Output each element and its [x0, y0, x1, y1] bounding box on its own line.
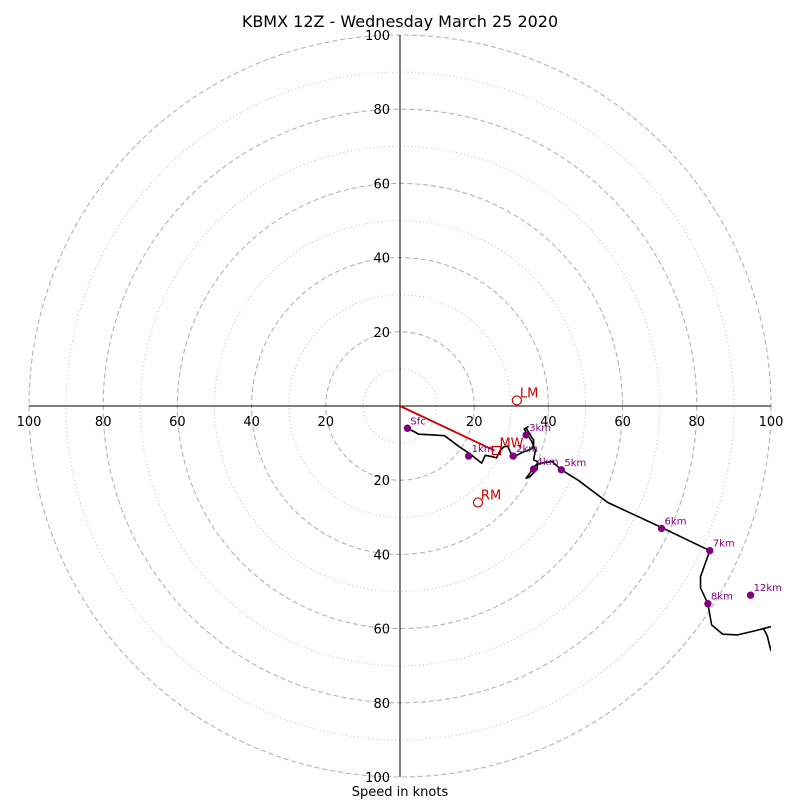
height-label-8km: 8km: [711, 592, 733, 603]
tick-label-bottom-40: 40: [373, 548, 390, 563]
tick-label-bottom-60: 60: [373, 623, 390, 638]
hodograph-trace: [407, 425, 771, 652]
tick-label-top-40: 40: [373, 252, 390, 267]
tick-label-left-40: 40: [243, 415, 260, 430]
storm-label-mw: MW: [499, 437, 523, 452]
height-label-4km: 4km: [537, 457, 559, 468]
tick-label-left-60: 60: [169, 415, 186, 430]
height-label-5km: 5km: [564, 458, 586, 469]
tick-label-top-20: 20: [373, 326, 390, 341]
tick-label-left-20: 20: [318, 415, 335, 430]
tick-label-bottom-80: 80: [373, 697, 390, 712]
height-label-7km: 7km: [713, 539, 735, 550]
tick-label-bottom-20: 20: [373, 474, 390, 489]
mean-wind-vector: [399, 405, 495, 452]
height-marker-5km: [557, 466, 566, 474]
tick-label-right-100: 100: [759, 415, 784, 430]
tick-label-right-60: 60: [614, 415, 631, 430]
tick-label-right-80: 80: [689, 415, 706, 430]
storm-label-lm: LM: [520, 386, 538, 401]
height-marker-12km: [746, 591, 755, 599]
tick-labels: 100 80 60 40 20 20 40 60 80 100 100 80 60 40 20 20 40 60 8…: [17, 29, 784, 786]
height-label-1km: 1km: [472, 444, 494, 455]
height-marker-4km: [529, 465, 538, 473]
tick-label-bottom-100: 100: [365, 771, 390, 786]
tick-label-left-100: 100: [17, 415, 42, 430]
storm-motion-layer: LM MW RM: [399, 386, 538, 508]
storm-point-mw: [491, 445, 502, 456]
height-label-12km: 12km: [754, 583, 782, 594]
height-marker-3km: [522, 431, 530, 439]
height-marker-8km: [704, 600, 712, 608]
height-label-3km: 3km: [529, 423, 551, 434]
height-label-6km: 6km: [665, 516, 687, 527]
height-marker-2km: [509, 452, 517, 460]
height-label-sfc: Sfc: [410, 416, 425, 427]
tick-label-top-80: 80: [373, 103, 390, 118]
height-markers: Sfc 1km 2km 3km 4km 5km 6km 7km 8km 12km: [403, 416, 782, 608]
tick-label-top-60: 60: [373, 177, 390, 192]
tick-label-right-20: 20: [466, 415, 483, 430]
height-marker-7km: [706, 546, 714, 555]
height-label-2km: 2km: [516, 444, 538, 455]
storm-point-lm: [511, 395, 522, 406]
storm-label-rm: RM: [481, 488, 501, 503]
tick-label-right-40: 40: [540, 415, 557, 430]
height-marker-6km: [657, 524, 666, 533]
storm-point-rm: [472, 497, 484, 508]
x-axis-label: Speed in knots: [352, 785, 449, 800]
height-marker-sfc: [403, 424, 412, 432]
chart-title: KBMX 12Z - Wednesday March 25 2020: [242, 12, 558, 31]
tick-label-top-100: 100: [365, 29, 390, 44]
height-marker-1km: [464, 452, 473, 460]
tick-label-left-80: 80: [95, 415, 112, 430]
hodograph-line: [407, 425, 771, 652]
